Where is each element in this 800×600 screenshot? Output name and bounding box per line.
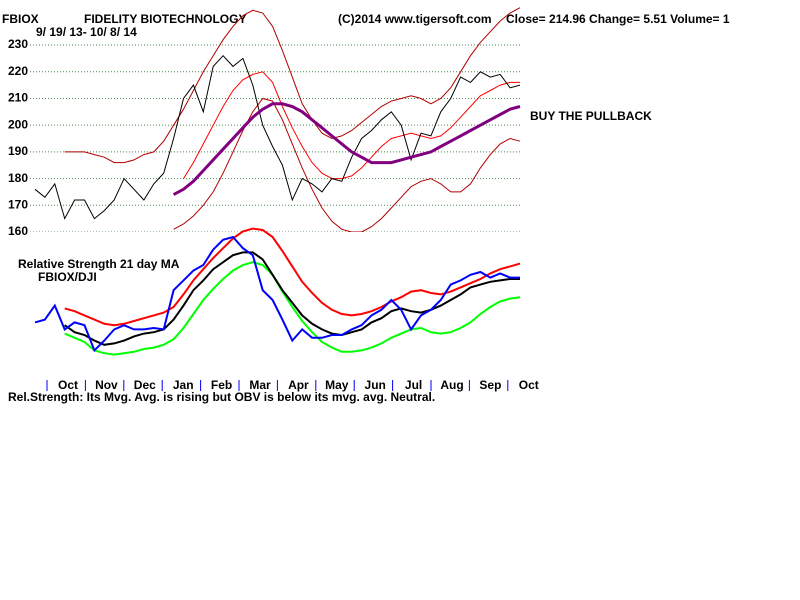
price-panel xyxy=(30,7,521,232)
y-tick-label: 230 xyxy=(8,37,28,51)
y-tick-label: 180 xyxy=(8,171,28,185)
quote: Close= 214.96 Change= 5.51 Volume= 1 xyxy=(506,12,730,26)
annotation: BUY THE PULLBACK xyxy=(530,109,652,123)
symbol: FBIOX xyxy=(2,12,39,26)
series-line xyxy=(34,235,520,353)
series-line xyxy=(34,54,521,220)
x-tick-label: Jul xyxy=(405,378,422,392)
date-range: 9/ 19/ 13- 10/ 8/ 14 xyxy=(36,25,137,39)
rs-title: Relative Strength 21 day MA xyxy=(18,257,180,271)
x-tick-label: Dec xyxy=(134,378,156,392)
y-tick-label: 210 xyxy=(8,91,28,105)
series-line xyxy=(172,102,521,196)
rs-subtitle: FBIOX/DJI xyxy=(38,270,97,284)
x-tick-label: Oct xyxy=(519,378,539,392)
footer: Rel.Strength: Its Mvg. Avg. is rising bu… xyxy=(8,390,435,404)
x-tick-label: Mar xyxy=(249,378,271,392)
series-line xyxy=(64,261,521,356)
y-tick-label: 160 xyxy=(8,224,28,238)
x-tick-label: Oct xyxy=(58,378,78,392)
chart-title: FIDELITY BIOTECHNOLOGY xyxy=(84,12,246,26)
x-tick-label: Sep xyxy=(479,378,501,392)
y-tick-label: 190 xyxy=(8,144,28,158)
y-tick-label: 170 xyxy=(8,197,28,211)
x-tick-label: Jun xyxy=(365,378,386,392)
x-tick-label: May xyxy=(325,378,349,392)
x-tick-label: Aug xyxy=(440,378,463,392)
rs-panel xyxy=(34,227,521,356)
series-line xyxy=(64,227,521,327)
series-line xyxy=(64,7,521,164)
series-line xyxy=(64,251,520,346)
series-line xyxy=(183,71,520,180)
x-tick-label: Apr xyxy=(288,378,309,392)
y-tick-label: 200 xyxy=(8,117,28,131)
x-tick-label: Jan xyxy=(173,378,194,392)
y-tick-label: 220 xyxy=(8,64,28,78)
x-tick-label: Nov xyxy=(95,378,118,392)
copyright: (C)2014 www.tigersoft.com xyxy=(338,12,492,26)
x-tick-label: Feb xyxy=(211,378,232,392)
series-line xyxy=(173,97,521,232)
